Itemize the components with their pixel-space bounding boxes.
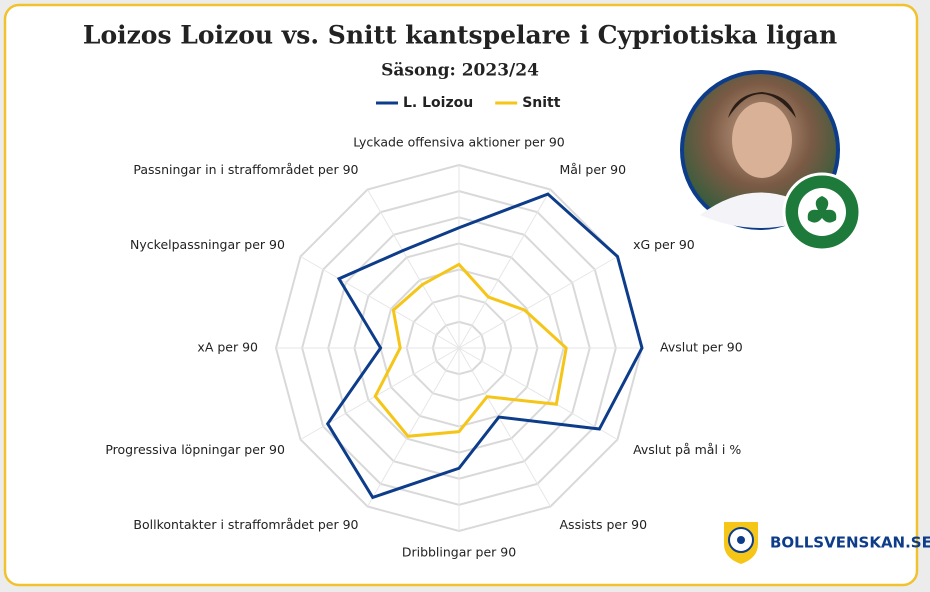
spoke — [458, 256, 618, 349]
axis-label: Progressiva löpningar per 90 — [105, 442, 285, 457]
spoke — [367, 189, 460, 349]
axis-label: Nyckelpassningar per 90 — [130, 237, 285, 252]
player-photo — [680, 70, 862, 252]
axis-label: Avslut per 90 — [660, 340, 743, 355]
spoke — [367, 347, 460, 507]
axis-label: Passningar in i straffområdet per 90 — [133, 162, 358, 177]
face — [732, 102, 792, 178]
axis-label: xA per 90 — [197, 340, 258, 355]
chart-title: Loizos Loizou vs. Snitt kantspelare i Cy… — [83, 21, 837, 50]
spoke — [458, 347, 551, 507]
legend-label: Snitt — [522, 95, 561, 111]
legend-label: L. Loizou — [403, 95, 473, 111]
club-clover — [807, 196, 837, 223]
spoke — [458, 189, 551, 349]
spoke — [458, 347, 618, 440]
hair — [728, 92, 796, 118]
axis-label: Avslut på mål i % — [633, 442, 741, 457]
branding-logo — [724, 522, 758, 564]
axis-label: Dribblingar per 90 — [402, 545, 516, 560]
series-line — [325, 192, 644, 500]
brand-text: BOLLSVENSKAN.SE — [770, 534, 930, 552]
axis-label: Bollkontakter i straffområdet per 90 — [133, 517, 358, 532]
axis-label: xG per 90 — [633, 237, 695, 252]
series-line — [373, 262, 568, 438]
axis-label: Lyckade offensiva aktioner per 90 — [353, 135, 565, 150]
spoke — [300, 256, 460, 349]
axis-label: Mål per 90 — [560, 162, 627, 177]
chart-subtitle: Säsong: 2023/24 — [381, 61, 539, 81]
brand-ball-patch — [737, 536, 745, 544]
axis-label: Assists per 90 — [560, 517, 648, 532]
